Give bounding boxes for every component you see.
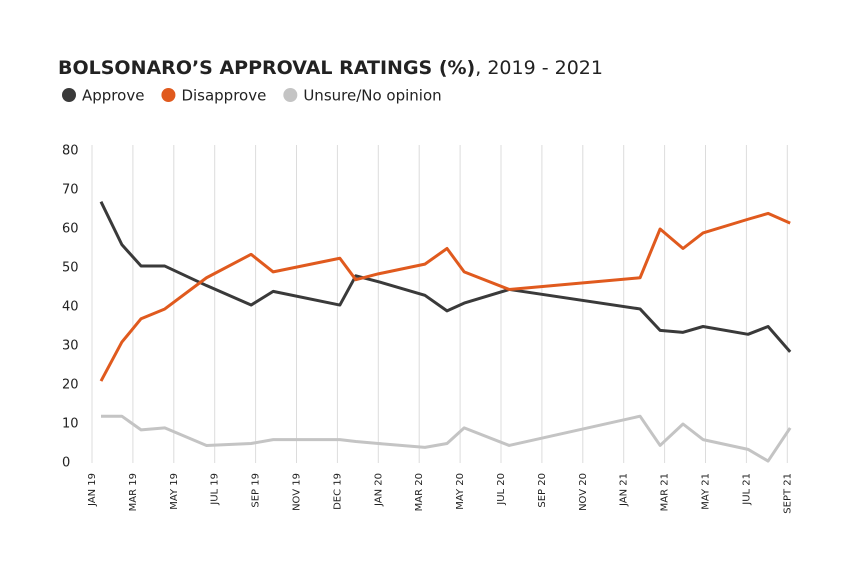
y-tick-label: 30 [62,339,79,354]
series-line [99,201,792,353]
x-tick-label: MAR 21 [660,473,671,511]
y-tick-label: 50 [62,261,79,276]
series-line [100,414,792,463]
legend-marker [161,88,176,102]
y-tick-label: 20 [62,378,79,393]
x-tick-label: JAN 21 [619,473,630,507]
x-tick-label: MAY 19 [169,473,180,510]
legend-marker [283,88,298,102]
y-tick-label: 80 [62,144,79,159]
x-tick-label: JUL 20 [496,473,507,506]
x-tick-label: NOV 19 [292,473,303,511]
x-tick-label: MAY 20 [455,473,466,510]
x-tick-label: SEP 20 [537,473,548,508]
x-tick-label: JUL 21 [741,473,752,506]
x-tick-label: MAY 21 [701,473,712,510]
x-tick-label: MAR 20 [414,473,425,511]
y-tick-label: 40 [62,300,79,315]
title-sub: , 2019 - 2021 [475,57,603,79]
legend-label: Unsure/No opinion [303,87,441,105]
x-tick-label: JUL 19 [210,473,221,506]
y-tick-label: 10 [62,417,79,432]
series-line [99,211,791,382]
x-tick-label: MAR 19 [128,473,139,511]
x-tick-label: SEP 19 [251,473,262,508]
x-tick-label: JAN 19 [87,473,98,507]
y-tick-label: 70 [62,183,79,198]
x-tick-label: JAN 20 [373,473,384,507]
legend-label: Approve [82,87,144,105]
x-tick-label: DEC 19 [332,473,343,510]
chart-title: BOLSONARO’S APPROVAL RATINGS (%), 2019 -… [58,57,603,79]
x-tick-label: NOV 20 [578,473,589,511]
y-tick-label: 0 [62,456,70,471]
y-tick-label: 60 [62,222,79,237]
legend-marker [62,88,76,102]
x-tick-label: SEPT 21 [782,473,793,514]
legend-label: Disapprove [181,87,266,105]
title-main: BOLSONARO’S APPROVAL RATINGS (%) [58,57,475,79]
